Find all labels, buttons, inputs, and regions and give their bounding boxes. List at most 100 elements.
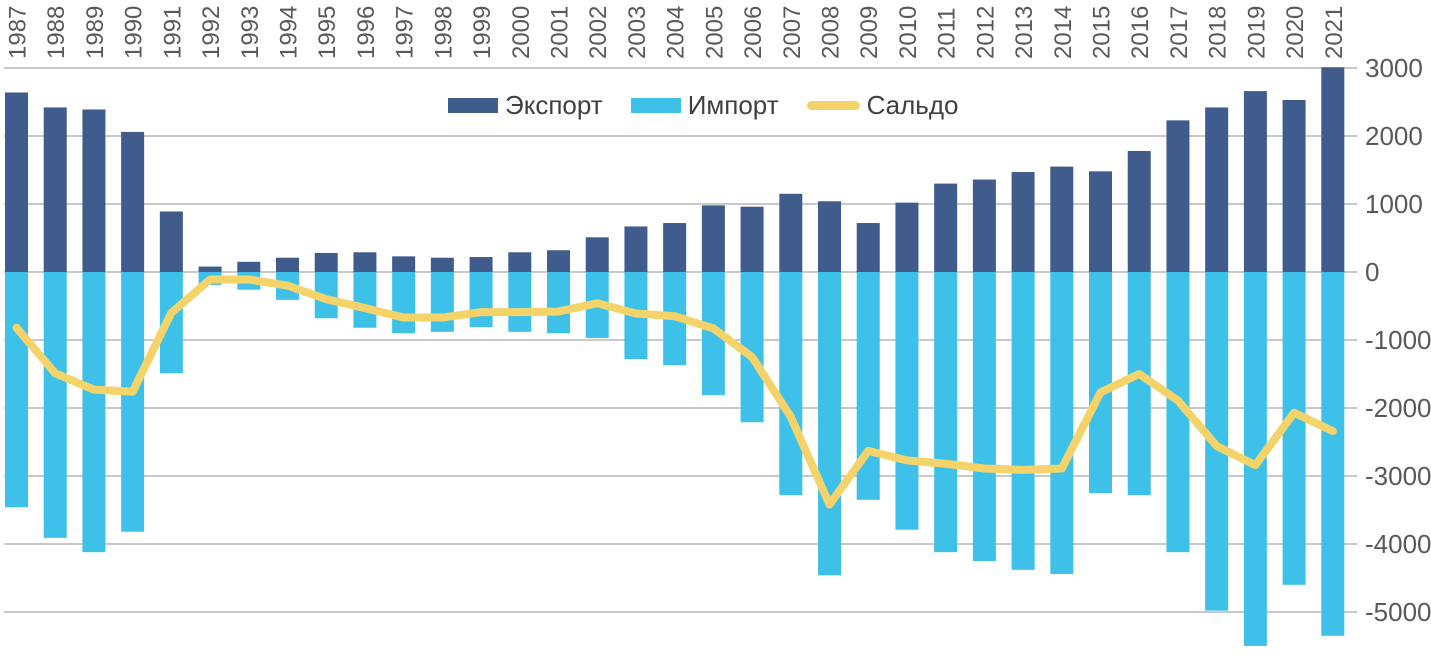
import-bar xyxy=(159,272,183,374)
export-bar xyxy=(1205,107,1229,272)
export-bar xyxy=(663,223,687,272)
x-axis-year-label: 2011 xyxy=(934,7,961,59)
export-bar xyxy=(43,107,67,272)
export-bar xyxy=(1050,166,1074,272)
balance-line xyxy=(12,275,1337,509)
export-bar xyxy=(121,131,145,272)
import-bar xyxy=(353,272,377,328)
x-axis-year-label: 2006 xyxy=(740,6,767,59)
legend-item-export: Экспорт xyxy=(448,90,603,121)
import-bar xyxy=(740,272,764,423)
x-axis-year-label: 2021 xyxy=(1321,6,1348,59)
export-bar xyxy=(895,202,919,272)
export-bar xyxy=(1166,120,1190,272)
export-bar xyxy=(159,211,183,272)
x-axis-year-label: 1995 xyxy=(314,6,341,59)
export-bar xyxy=(353,252,377,272)
import-bar xyxy=(972,272,996,561)
x-axis-year-label: 2000 xyxy=(508,6,535,59)
import-bar xyxy=(508,272,532,332)
export-bar xyxy=(276,257,300,272)
export-bar xyxy=(198,266,222,272)
import-bar xyxy=(1166,272,1190,553)
y-axis-tick-label: 0 xyxy=(1365,257,1379,287)
x-axis-year-label: 2001 xyxy=(547,6,574,59)
import-bar xyxy=(1050,272,1074,574)
export-legend-swatch xyxy=(448,98,498,113)
import-bar xyxy=(392,272,416,334)
export-bar xyxy=(1243,91,1267,273)
import-bar xyxy=(469,272,493,328)
import-legend-label: Импорт xyxy=(687,90,779,120)
export-bar xyxy=(508,252,532,272)
import-bar xyxy=(82,272,106,553)
export-bar xyxy=(469,257,493,272)
import-bar xyxy=(5,272,28,508)
import-bar xyxy=(1011,272,1035,570)
x-axis-year-label: 1997 xyxy=(392,6,419,59)
export-bar xyxy=(1127,150,1151,272)
import-bar xyxy=(547,272,571,334)
import-bar xyxy=(1321,272,1345,636)
import-bar xyxy=(701,272,725,396)
export-bar xyxy=(1011,172,1035,272)
export-bar xyxy=(392,256,416,272)
x-axis-year-label: 1987 xyxy=(5,6,32,59)
import-bar xyxy=(1127,272,1151,496)
x-axis-year-label: 2019 xyxy=(1243,6,1270,59)
export-bar xyxy=(237,261,261,272)
import-bar xyxy=(43,272,67,538)
x-axis-year-label: 2020 xyxy=(1282,6,1309,59)
export-bar xyxy=(1089,171,1113,272)
export-bar xyxy=(818,201,842,272)
y-axis-tick-label: -2000 xyxy=(1365,393,1431,423)
x-axis-year-label: 2013 xyxy=(1011,6,1038,59)
export-bar xyxy=(430,257,454,272)
export-bar xyxy=(82,109,106,272)
x-axis-year-label: 2005 xyxy=(701,6,728,59)
export-bar xyxy=(779,193,803,272)
balance-legend-line-swatch xyxy=(806,101,860,110)
x-axis-year-label: 2018 xyxy=(1205,6,1232,59)
x-axis-year-label: 2004 xyxy=(663,6,690,59)
export-bar xyxy=(314,252,338,272)
y-axis-tick-label: 3000 xyxy=(1365,53,1423,83)
import-bar xyxy=(934,272,958,553)
x-axis-year-label: 1994 xyxy=(276,6,303,59)
x-axis-year-label: 2016 xyxy=(1127,6,1154,59)
import-legend-swatch xyxy=(630,98,681,113)
x-axis-year-label: 2015 xyxy=(1089,6,1116,59)
x-axis-year-label: 2009 xyxy=(856,6,883,59)
import-bar xyxy=(895,272,919,530)
export-bar xyxy=(5,92,28,272)
x-axis-year-label: 1999 xyxy=(469,6,496,59)
export-bar xyxy=(547,250,571,272)
x-axis-year-label: 2003 xyxy=(624,6,651,59)
x-axis-year-label: 2017 xyxy=(1166,6,1193,59)
export-bar xyxy=(701,205,725,272)
y-axis-tick-label: 1000 xyxy=(1365,189,1423,219)
import-bar xyxy=(779,272,803,496)
legend-item-import: Импорт xyxy=(630,90,779,121)
import-bar xyxy=(856,272,880,500)
y-axis-tick-label: -3000 xyxy=(1365,461,1431,491)
y-axis-tick-label: -4000 xyxy=(1365,529,1431,559)
x-axis-year-label: 1996 xyxy=(353,6,380,59)
import-bar xyxy=(1089,272,1113,493)
export-bar xyxy=(1282,99,1306,273)
chart-legend: Экспорт Импорт Сальдо xyxy=(448,90,959,121)
y-axis-tick-label: 2000 xyxy=(1365,121,1423,151)
x-axis-year-label: 1993 xyxy=(237,6,264,59)
x-axis-year-label: 2012 xyxy=(972,6,999,59)
export-bar xyxy=(856,223,880,272)
x-axis-year-label: 1988 xyxy=(43,6,70,59)
export-bar xyxy=(934,183,958,272)
import-bar xyxy=(818,272,842,576)
x-axis-year-label: 2002 xyxy=(585,6,612,59)
x-axis-year-label: 2010 xyxy=(895,6,922,59)
x-axis-year-label: 1998 xyxy=(430,6,457,59)
x-axis-year-label: 1991 xyxy=(159,6,186,59)
x-axis-year-label: 1989 xyxy=(82,6,109,59)
